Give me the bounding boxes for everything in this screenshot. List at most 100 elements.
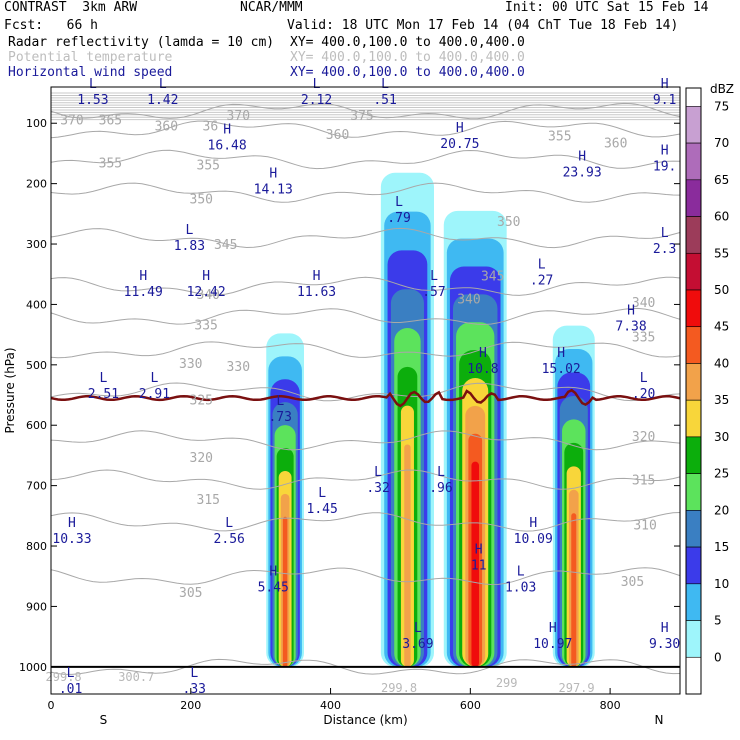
wind-extremum-value: 3.69 xyxy=(402,637,433,652)
wind-extremum-value: 16.48 xyxy=(208,138,247,153)
colorbar-label: 45 xyxy=(714,320,729,334)
theta-contour-340 xyxy=(50,276,681,296)
theta-label: 365 xyxy=(99,114,122,129)
colorbar-swatch xyxy=(685,326,702,364)
wind-extremum-value: 23.93 xyxy=(563,166,602,181)
wind-extremum-value: .79 xyxy=(387,211,410,226)
wind-extremum-value: .01 xyxy=(59,682,82,697)
theta-contour-310 xyxy=(50,512,681,532)
theta-label: 370 xyxy=(227,109,250,124)
theta-label: 330 xyxy=(179,357,202,372)
y-tick-label: 1000 xyxy=(19,661,47,674)
wind-extremum-marker: L xyxy=(89,77,97,92)
wind-extremum-marker: L xyxy=(225,516,233,531)
theta-label: 325 xyxy=(190,393,213,408)
theta-surface-label: 297.9 xyxy=(559,681,595,695)
field-wind: Horizontal wind speed xyxy=(8,65,173,80)
wind-extremum-marker: L xyxy=(661,226,669,241)
theta-contour-320 xyxy=(50,430,681,451)
wind-extremum-value: 11.63 xyxy=(297,285,336,300)
reflectivity-cell-3-50dbz xyxy=(471,461,479,667)
colorbar-label: 40 xyxy=(714,356,729,370)
y-tick-label: 700 xyxy=(26,480,47,493)
wind-extremum-value: 19. xyxy=(653,159,676,174)
y-tick-label: 300 xyxy=(26,238,47,251)
colorbar-swatch xyxy=(685,363,702,401)
colorbar-label: 15 xyxy=(714,540,729,554)
org-title: NCAR/MMM xyxy=(240,0,303,15)
wind-extremum-marker: H xyxy=(202,269,210,284)
plot-frame xyxy=(50,86,681,695)
x-tick-label: 800 xyxy=(600,699,621,712)
wind-extremum-marker: H xyxy=(269,564,277,579)
theta-contour-330 xyxy=(50,341,681,359)
wind-extremum-marker: L xyxy=(395,195,403,210)
theta-contour-335 xyxy=(50,307,681,326)
colorbar-swatch xyxy=(685,436,702,474)
wind-extremum-marker: L xyxy=(538,258,546,273)
theta-contour-350 xyxy=(50,182,681,203)
theta-surface-label: 299.8 xyxy=(381,681,417,695)
wind-extremum-value: 11 xyxy=(471,559,487,574)
theta-contour-345 xyxy=(50,227,681,249)
wind-extremum-marker: L xyxy=(374,465,382,480)
theta-label: 330 xyxy=(227,360,250,375)
wind-extremum-value: 20.75 xyxy=(440,137,479,152)
wind-extremum-value: .32 xyxy=(366,481,389,496)
wind-extremum-marker: H xyxy=(223,122,231,137)
theta-label: 350 xyxy=(190,193,213,208)
reflectivity-cell-4-45dbz xyxy=(571,513,577,667)
theta-contour-300 xyxy=(50,658,681,675)
colorbar-swatch xyxy=(685,106,702,144)
y-axis-label: Pressure (hPa) xyxy=(3,347,17,433)
theta-label: 320 xyxy=(632,430,655,445)
y-tick-label: 400 xyxy=(26,298,47,311)
colorbar-label: 20 xyxy=(714,503,729,517)
y-tick-label: 800 xyxy=(26,540,47,553)
theta-label: 315 xyxy=(632,474,655,489)
theta-surface-label: 299 xyxy=(496,676,518,690)
theta-label: 350 xyxy=(497,215,520,230)
colorbar-swatch xyxy=(685,179,702,217)
wind-extremum-value: .33 xyxy=(183,682,206,697)
wind-extremum-value: 10.09 xyxy=(514,532,553,547)
x-tick-label: 0 xyxy=(48,699,55,712)
theta-label: 340 xyxy=(632,296,655,311)
wind-extremum-marker: H xyxy=(269,166,277,181)
wind-extremum-value: 2.12 xyxy=(301,93,332,108)
x-tick-label: 600 xyxy=(460,699,481,712)
y-tick-label: 900 xyxy=(26,600,47,613)
colorbar-unit: dBZ xyxy=(710,82,734,96)
wind-extremum-marker: H xyxy=(627,304,635,319)
wind-extremum-marker: L xyxy=(318,486,326,501)
wind-extremum-marker: H xyxy=(139,269,147,284)
wind-extremum-marker: L xyxy=(159,77,167,92)
colorbar-frame xyxy=(685,87,702,695)
field-reflectivity-xy: XY= 400.0,100.0 to 400.0,400.0 xyxy=(290,35,525,50)
wind-extremum-value: .96 xyxy=(429,481,452,496)
wind-extremum-value: 10.97 xyxy=(533,637,572,652)
colorbar-label: 0 xyxy=(714,650,722,664)
theta-label: 375 xyxy=(350,109,373,124)
wind-extremum-value: 11.49 xyxy=(124,285,163,300)
wind-extremum-value: 1.45 xyxy=(307,502,338,517)
wind-extremum-value: 2.91 xyxy=(139,387,170,402)
field-reflectivity: Radar reflectivity (lamda = 10 cm) xyxy=(8,35,275,50)
forecast-hour: Fcst: 66 h xyxy=(4,18,98,33)
theta-label: 335 xyxy=(194,318,217,333)
theta-label: 320 xyxy=(190,451,213,466)
field-wind-xy: XY= 400.0,100.0 to 400.0,400.0 xyxy=(290,65,525,80)
wind-extremum-marker: L xyxy=(430,269,438,284)
theta-label: 315 xyxy=(197,493,220,508)
theta-label: 305 xyxy=(179,586,202,601)
wind-extremum-marker: L xyxy=(313,77,321,92)
wind-extremum-marker: L xyxy=(517,564,525,579)
wind-extremum-marker: L xyxy=(381,77,389,92)
theta-contour-355 xyxy=(50,149,681,170)
y-tick-label: 200 xyxy=(26,178,47,191)
wind-extremum-value: 2.51 xyxy=(88,387,119,402)
wind-extremum-value: 9.30 xyxy=(649,637,680,652)
wind-extremum-marker: L xyxy=(437,465,445,480)
wind-extremum-marker: H xyxy=(557,346,565,361)
